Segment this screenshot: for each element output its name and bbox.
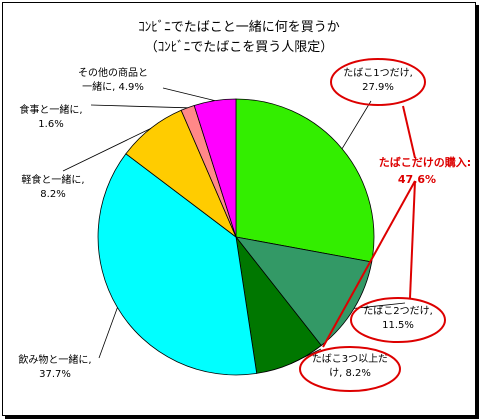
slice-value-label: 11.5% xyxy=(382,320,414,331)
leader-line xyxy=(98,307,118,359)
slice-label: たばこ1つだけ, xyxy=(343,67,413,79)
slice-label: 食事と一緒に, xyxy=(19,103,82,116)
slice-value-label: 1.6% xyxy=(38,119,63,130)
chart-subtitle: （ｺﾝﾋﾞﾆでたばこを買う人限定） xyxy=(145,40,334,55)
annotation-connector xyxy=(402,105,416,159)
annotation-connector xyxy=(409,180,416,299)
pie-slice xyxy=(235,98,375,263)
slice-value-label: 8.2% xyxy=(40,189,65,200)
chart-title: ｺﾝﾋﾞﾆでたばこと一緒に何を買うか xyxy=(138,19,340,35)
annotation-connector xyxy=(322,180,416,348)
pie-slice xyxy=(193,98,237,238)
slice-value-label: け, 8.2% xyxy=(329,367,371,379)
slice-label: その他の商品と xyxy=(78,66,148,79)
highlight-ellipse xyxy=(330,58,426,106)
slice-value-label: 一緒に, 4.9% xyxy=(82,80,144,93)
slice-value-label: 27.9% xyxy=(362,82,394,93)
slice-label: たばこ3つ以上だ xyxy=(312,353,388,365)
annotation-text: たばこだけの購入: xyxy=(379,155,471,169)
leader-line xyxy=(90,104,188,109)
highlight-ellipse xyxy=(299,346,401,392)
leader-line xyxy=(354,302,406,309)
pie-slices xyxy=(97,98,375,376)
slice-label: 軽食と一緒に, xyxy=(21,173,84,186)
slice-label: 飲み物と一緒に, xyxy=(18,353,91,366)
annotation-group: たばこだけの購入: 47.6% xyxy=(299,58,471,392)
leader-line xyxy=(62,128,151,172)
leader-line xyxy=(290,348,322,365)
slice-label: たばこ2つだけ, xyxy=(363,305,433,317)
pie-chart: ｺﾝﾋﾞﾆでたばこと一緒に何を買うか （ｺﾝﾋﾞﾆでたばこを買う人限定） たばこ… xyxy=(18,19,471,392)
slice-value-label: 37.7% xyxy=(39,369,71,380)
highlight-ellipse xyxy=(350,297,446,343)
pie-slice xyxy=(97,153,258,376)
annotation-value: 47.6% xyxy=(398,173,436,186)
leader-line xyxy=(162,87,215,101)
leader-line xyxy=(341,100,372,149)
leader-lines xyxy=(62,87,406,365)
chart-frame: ｺﾝﾋﾞﾆでたばこと一緒に何を買うか （ｺﾝﾋﾞﾆでたばこを買う人限定） たばこ… xyxy=(2,2,476,416)
